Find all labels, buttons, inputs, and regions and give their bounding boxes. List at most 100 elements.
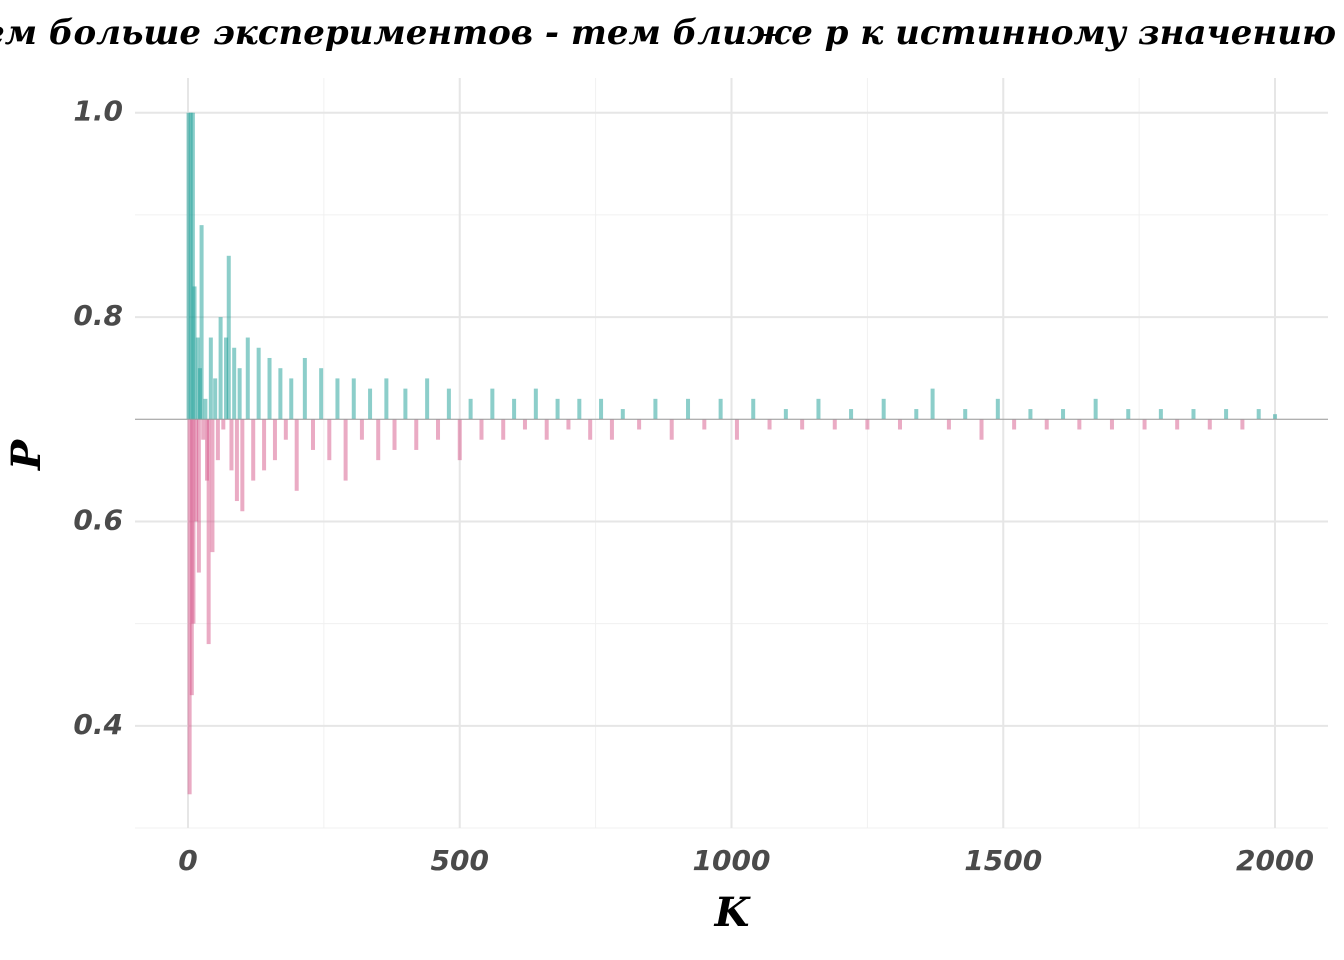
bar xyxy=(767,419,772,430)
bar xyxy=(544,419,549,440)
bar xyxy=(210,419,215,553)
bar xyxy=(1028,409,1033,420)
bar xyxy=(783,409,788,420)
bar xyxy=(897,419,902,430)
x-tick-label: 0 xyxy=(178,844,197,877)
bar xyxy=(190,112,195,420)
x-tick-label: 1500 xyxy=(964,844,1042,877)
bar xyxy=(213,378,218,420)
bar xyxy=(588,419,593,440)
bar xyxy=(1109,419,1114,430)
bar xyxy=(229,419,234,471)
bar xyxy=(468,398,473,420)
bar xyxy=(686,398,691,420)
bar xyxy=(1126,409,1131,420)
bar xyxy=(800,419,805,430)
x-axis-label: K xyxy=(714,889,752,936)
bar xyxy=(1158,409,1163,420)
bar xyxy=(1240,419,1245,430)
y-tick-label: 0.8 xyxy=(73,299,123,332)
bar xyxy=(194,419,199,522)
bar xyxy=(1224,409,1229,420)
bar xyxy=(1207,419,1212,430)
bar xyxy=(479,419,484,440)
bar xyxy=(718,398,723,420)
bar xyxy=(289,378,294,420)
bar xyxy=(208,337,213,420)
bar xyxy=(196,419,201,573)
bar xyxy=(302,357,307,420)
bar xyxy=(995,398,1000,420)
bar xyxy=(963,409,968,420)
bar xyxy=(232,347,237,420)
bar xyxy=(392,419,397,450)
bar xyxy=(224,337,229,420)
bar xyxy=(226,255,231,420)
bar xyxy=(203,398,208,420)
bar xyxy=(240,419,245,512)
bar xyxy=(533,388,538,420)
bar xyxy=(501,419,506,440)
bar xyxy=(436,419,441,440)
bar xyxy=(283,419,288,440)
y-axis-label: P xyxy=(3,438,50,471)
bar xyxy=(816,398,821,420)
bar xyxy=(245,337,250,420)
bar xyxy=(256,347,261,420)
bar xyxy=(384,378,389,420)
bar xyxy=(522,419,527,430)
bar xyxy=(1012,419,1017,430)
bar xyxy=(368,388,373,420)
bar xyxy=(669,419,674,440)
bar xyxy=(555,398,560,420)
bar xyxy=(609,419,614,440)
bar xyxy=(930,388,935,420)
bar xyxy=(577,398,582,420)
bar xyxy=(262,419,267,471)
bar xyxy=(1093,398,1098,420)
bar xyxy=(414,419,419,450)
chart-title: ЗБЧ: Чем больше экспериментов - тем ближ… xyxy=(0,13,1336,53)
x-tick-label: 1000 xyxy=(693,844,771,877)
bar xyxy=(294,419,299,491)
bar xyxy=(191,419,196,624)
bar xyxy=(979,419,984,440)
bar xyxy=(187,419,192,795)
x-tick-label: 500 xyxy=(431,844,489,877)
bar xyxy=(425,378,430,420)
bar xyxy=(653,398,658,420)
bar xyxy=(278,368,283,420)
bar xyxy=(1061,409,1066,420)
bar xyxy=(446,388,451,420)
x-tick-label: 2000 xyxy=(1236,844,1314,877)
bar xyxy=(186,112,191,420)
bar xyxy=(192,286,197,420)
bar xyxy=(206,419,211,645)
bar xyxy=(251,419,256,481)
bar xyxy=(832,419,837,430)
bar xyxy=(335,378,340,420)
bar xyxy=(310,419,315,450)
bar xyxy=(490,388,495,420)
y-tick-label: 1.0 xyxy=(73,95,123,128)
bar xyxy=(599,398,604,420)
bar xyxy=(566,419,571,430)
bar xyxy=(343,419,348,481)
bar xyxy=(403,388,408,420)
bar xyxy=(1044,419,1049,430)
bar xyxy=(946,419,951,430)
bar xyxy=(351,378,356,420)
y-tick-label: 0.4 xyxy=(73,708,123,741)
bar xyxy=(457,419,462,461)
bar xyxy=(327,419,332,461)
bar xyxy=(1256,409,1261,420)
bar xyxy=(188,112,193,420)
bar xyxy=(359,419,364,440)
bar xyxy=(1191,409,1196,420)
bar xyxy=(218,317,223,420)
bar xyxy=(881,398,886,420)
bar xyxy=(234,419,239,502)
bar xyxy=(637,419,642,430)
bar xyxy=(319,368,324,420)
